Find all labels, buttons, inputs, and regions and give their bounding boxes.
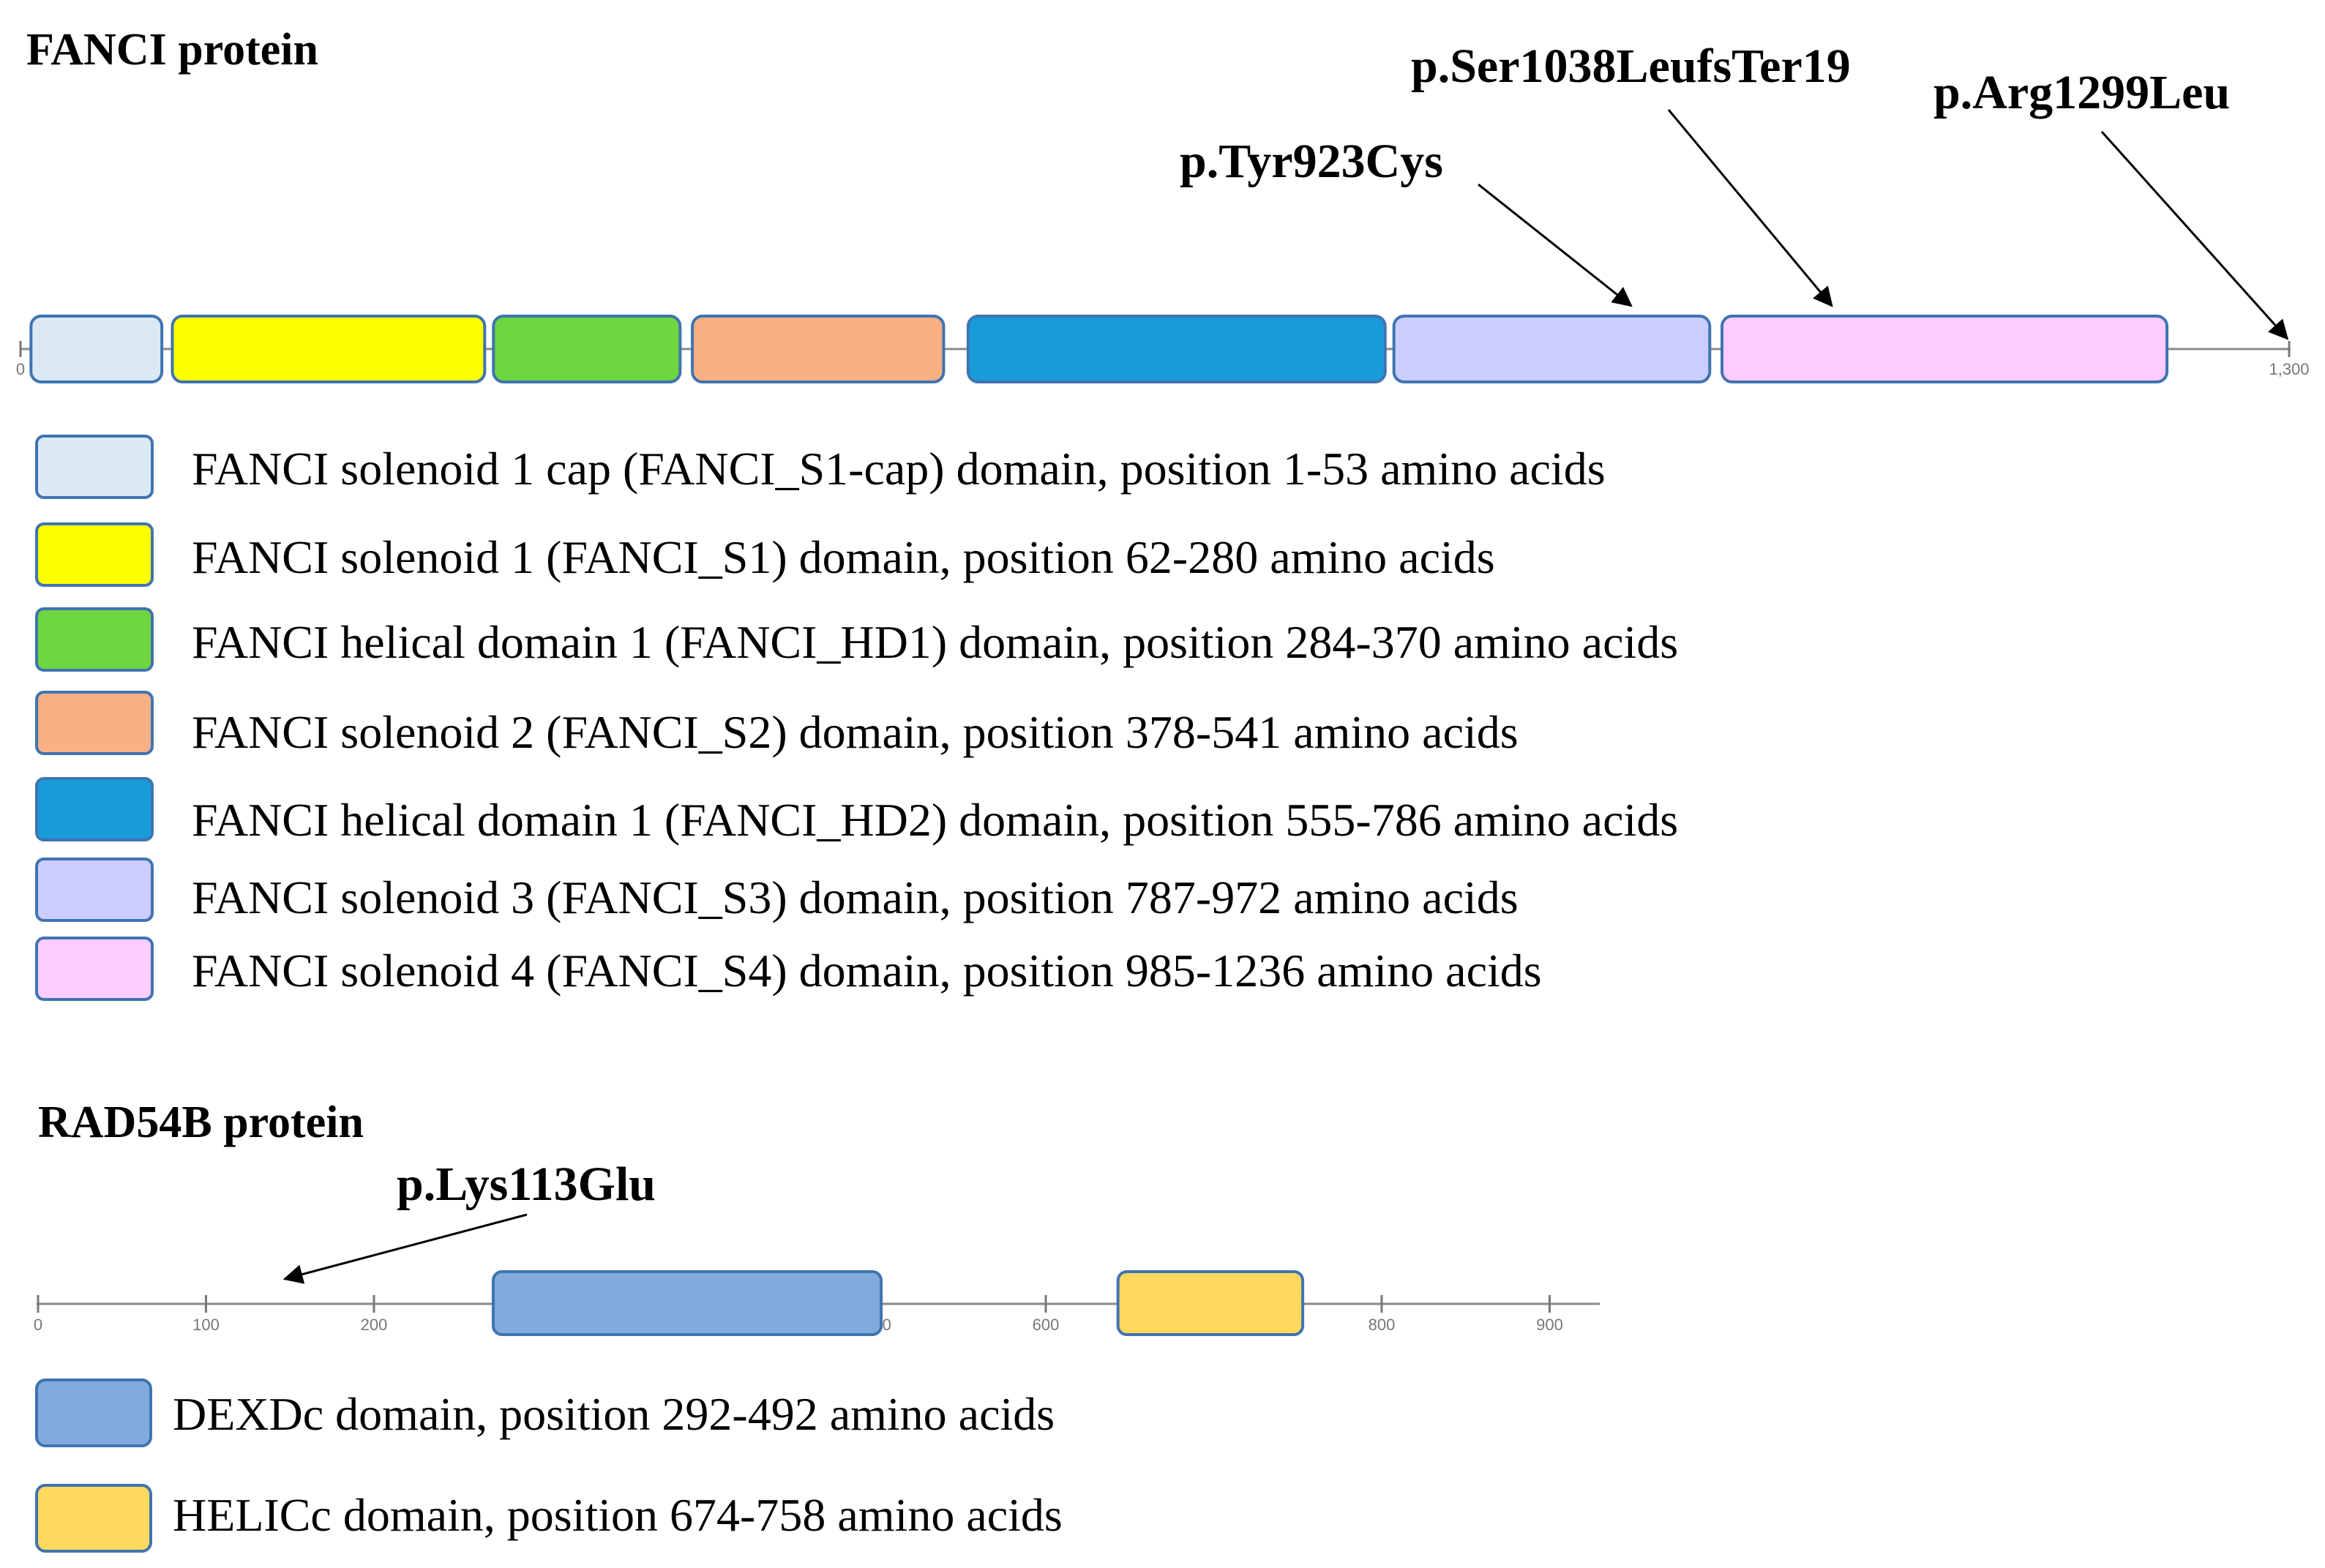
rad54b-track: 0100200300400500600700800900 p.Lys113Glu xyxy=(34,1158,1600,1336)
rad54b-tick-label-800: 800 xyxy=(1369,1316,1396,1334)
legend-label-fanci-hd2: FANCI helical domain 1 (FANCI_HD2) domai… xyxy=(192,794,1678,846)
legend-label-fanci-s4: FANCI solenoid 4 (FANCI_S4) domain, posi… xyxy=(192,945,1542,997)
fanci-domain-bar-7 xyxy=(1721,315,2169,383)
rad54b-domain-bar-1 xyxy=(491,1270,883,1336)
legend-label-fanci-hd1: FANCI helical domain 1 (FANCI_HD1) domai… xyxy=(192,616,1678,668)
legend-label-fanci-s3: FANCI solenoid 3 (FANCI_S3) domain, posi… xyxy=(192,871,1519,923)
legend-swatch-fanci-hd1 xyxy=(35,607,154,672)
fanci-domain-bar-1 xyxy=(29,315,164,383)
fanci-mutation-annotations: p.Tyr923Cys p.Ser1038LeufsTer19 p.Arg1299L… xyxy=(1180,40,2289,340)
fanci-domain-bar-2 xyxy=(171,315,487,383)
rad54b-mutation-label-1: p.Lys113Glu xyxy=(397,1158,656,1211)
legend-swatch-fanci-s2 xyxy=(35,691,154,755)
fanci-mutation-label-2: p.Ser1038LeufsTer19 xyxy=(1411,40,1851,93)
legend-swatch-dexdc xyxy=(35,1378,152,1447)
fanci-mutation-arrow-1 xyxy=(1478,183,1633,307)
fanci-heading: FANCI protein xyxy=(26,25,318,75)
fanci-domain-bar-3 xyxy=(492,315,682,383)
legend-label-dexdc: DEXDc domain, position 292-492 amino aci… xyxy=(173,1388,1055,1440)
rad54b-mutation-arrow-1 xyxy=(282,1213,528,1284)
legend-swatch-fanci-s1-cap xyxy=(35,435,154,499)
fanci-legend: FANCI solenoid 1 cap (FANCI_S1-cap) doma… xyxy=(35,435,1678,1001)
fanci-domain-bar-6 xyxy=(1392,315,1712,383)
fanci-mutation-arrow-2 xyxy=(1667,109,1833,307)
rad54b-tick-label-0: 0 xyxy=(34,1316,42,1334)
rad54b-tick-label-100: 100 xyxy=(192,1316,220,1334)
rad54b-tick-label-900: 900 xyxy=(1536,1316,1563,1334)
legend-swatch-helicc xyxy=(35,1484,152,1553)
fanci-mutation-label-3: p.Arg1299Leu xyxy=(1933,66,2230,119)
legend-label-fanci-s1: FANCI solenoid 1 (FANCI_S1) domain, posi… xyxy=(192,531,1495,583)
legend-label-fanci-s1-cap: FANCI solenoid 1 cap (FANCI_S1-cap) doma… xyxy=(192,443,1606,495)
legend-label-fanci-s2: FANCI solenoid 2 (FANCI_S2) domain, posi… xyxy=(192,706,1519,758)
legend-swatch-fanci-s1 xyxy=(35,522,154,587)
rad54b-legend: DEXDc domain, position 292-492 amino aci… xyxy=(35,1378,1063,1553)
rad54b-heading: RAD54B protein xyxy=(38,1098,364,1147)
legend-swatch-fanci-hd2 xyxy=(35,777,154,841)
fanci-domain-bar-5 xyxy=(966,315,1387,383)
rad54b-tick-label-200: 200 xyxy=(361,1316,388,1334)
fanci-mutation-label-1: p.Tyr923Cys xyxy=(1180,135,1443,188)
fanci-domain-bar-4 xyxy=(691,315,946,383)
fanci-tick-label-start: 0 xyxy=(16,360,25,378)
fanci-mutation-arrow-3 xyxy=(2100,130,2289,340)
fanci-domain-bars xyxy=(29,315,2169,383)
rad54b-mutation-annotations: p.Lys113Glu xyxy=(282,1158,656,1284)
legend-swatch-fanci-s4 xyxy=(35,937,154,1001)
rad54b-tick-label-600: 600 xyxy=(1033,1316,1060,1334)
legend-label-helicc: HELICc domain, position 674-758 amino ac… xyxy=(173,1489,1063,1541)
rad54b-domain-bars xyxy=(491,1270,1305,1336)
rad54b-domain-bar-2 xyxy=(1116,1270,1305,1336)
fanci-tick-label-end: 1,300 xyxy=(2269,360,2309,378)
legend-swatch-fanci-s3 xyxy=(35,858,154,922)
